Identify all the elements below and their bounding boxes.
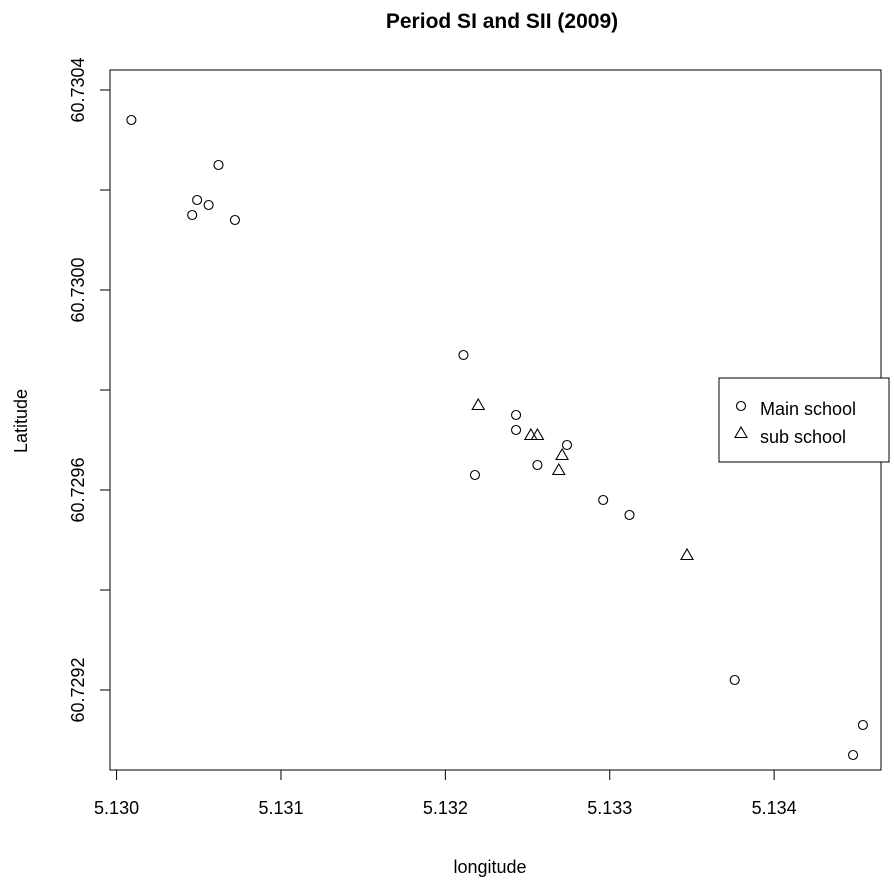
y-tick-label: 60.7296 <box>68 457 88 522</box>
main-school-point <box>532 459 543 471</box>
x-tick-label: 5.132 <box>423 798 468 818</box>
legend-label-sub-school: sub school <box>760 427 846 447</box>
main-school-point <box>598 494 609 506</box>
sub-school-point <box>680 547 694 561</box>
legend-triangle-marker <box>734 425 748 439</box>
legend[interactable]: Main school sub school <box>718 377 890 463</box>
legend-circle-marker <box>735 400 747 412</box>
sub-school-point <box>551 462 566 476</box>
main-school-point <box>126 114 137 126</box>
x-axis: 5.130 5.131 5.132 5.133 5.134 <box>94 769 797 818</box>
x-tick-label: 5.134 <box>752 798 797 818</box>
x-tick-label: 5.133 <box>587 798 632 818</box>
main-school-point <box>561 439 573 451</box>
main-school-point <box>213 159 224 171</box>
main-school-point <box>469 469 481 481</box>
x-axis-title: longitude <box>453 857 526 877</box>
main-school-point <box>848 749 859 761</box>
y-tick-label: 60.7292 <box>68 657 88 722</box>
x-tick-label: 5.131 <box>258 798 303 818</box>
main-school-point <box>229 214 240 226</box>
main-school-point <box>857 719 868 731</box>
y-tick-label: 60.7300 <box>68 257 88 322</box>
main-school-point <box>203 199 214 211</box>
x-tick-label: 5.130 <box>94 798 139 818</box>
sub-school-point <box>555 447 570 461</box>
main-school-point <box>458 349 469 361</box>
y-tick-label: 60.7304 <box>68 57 88 122</box>
sub-school-point <box>471 397 486 411</box>
main-school-point <box>729 674 740 686</box>
main-school-point <box>192 194 203 206</box>
legend-box <box>718 377 890 463</box>
y-axis: 60.7292 60.7296 60.7300 60.7304 <box>68 57 111 723</box>
legend-label-main-school: Main school <box>760 399 856 419</box>
main-school-point <box>510 424 522 436</box>
chart-title: Period SI and SII (2009) <box>386 10 618 33</box>
y-axis-title: Latitude <box>11 389 31 453</box>
main-school-point <box>624 509 635 521</box>
data-points <box>126 114 868 761</box>
main-school-point <box>187 209 198 221</box>
sub-school-point <box>530 427 545 441</box>
main-school-point <box>510 409 522 421</box>
